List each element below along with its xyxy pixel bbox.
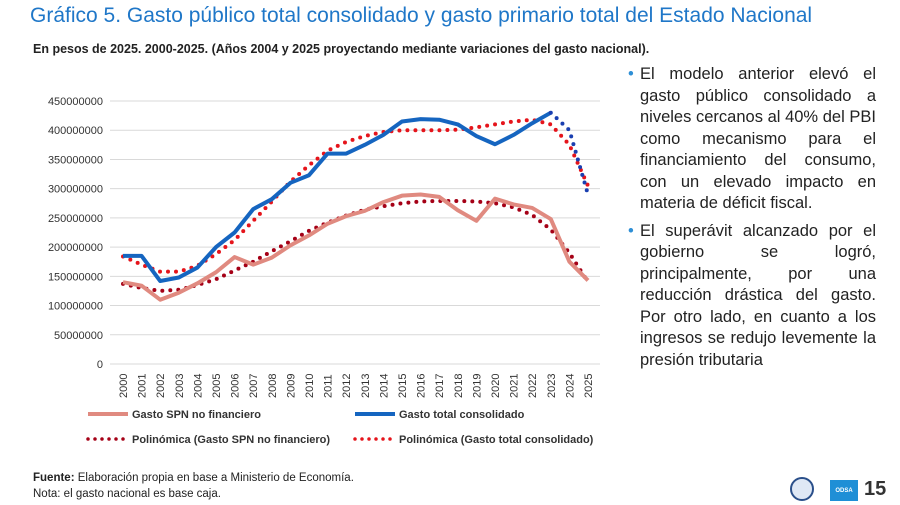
legend-label: Polinómica (Gasto SPN no financiero) [132, 434, 330, 446]
bullet-list: • El modelo anterior elevó el gasto públi… [628, 64, 876, 377]
bullet-item: • El superávit alcanzado por el gobierno … [628, 221, 876, 372]
bullet-item: • El modelo anterior elevó el gasto públi… [628, 64, 876, 215]
y-tick-label: 300000000 [48, 184, 103, 196]
y-tick-label: 100000000 [48, 301, 103, 313]
legend-item: Polinómica (Gasto SPN no financiero) [86, 434, 330, 446]
source-text: Elaboración propia en base a Ministerio … [74, 472, 354, 484]
x-tick-label: 2012 [341, 374, 353, 398]
x-tick-label: 2011 [323, 374, 335, 398]
y-tick-label: 50000000 [54, 330, 103, 342]
odsa-logo-text: ODSA [835, 487, 853, 494]
bullet-text: El modelo anterior elevó el gasto públic… [640, 65, 876, 212]
university-seal-logo [790, 477, 814, 501]
x-tick-label: 2010 [304, 374, 316, 398]
legend-label: Polinómica (Gasto total consolidado) [399, 434, 594, 446]
legend-item: Polinómica (Gasto total consolidado) [353, 434, 594, 446]
source-line: Fuente: Elaboración propia en base a Min… [33, 470, 354, 486]
x-tick-label: 2021 [509, 374, 521, 398]
x-tick-label: 2024 [564, 374, 576, 398]
y-tick-label: 200000000 [48, 242, 103, 254]
legend-label: Gasto SPN no financiero [132, 409, 261, 421]
series-line-total [123, 110, 552, 284]
x-tick-label: 2018 [453, 374, 465, 398]
x-tick-label: 2003 [174, 374, 186, 398]
y-tick-label: 0 [97, 359, 103, 371]
x-tick-label: 2009 [285, 374, 297, 398]
x-tick-label: 2001 [137, 374, 149, 398]
bullet-icon: • [628, 65, 634, 83]
legend-label: Gasto total consolidado [399, 409, 525, 421]
slide-title: Gráfico 5. Gasto público total consolida… [30, 4, 813, 27]
footer-notes: Fuente: Elaboración propia en base a Min… [33, 470, 354, 502]
bullet-text: El superávit alcanzado por el gobierno s… [640, 221, 876, 369]
series-trend-line [121, 198, 590, 293]
x-tick-label: 2015 [397, 374, 409, 398]
chart-subtitle: En pesos de 2025. 2000-2025. (Años 2004 … [33, 42, 650, 56]
x-tick-label: 2025 [583, 374, 595, 398]
x-tick-label: 2006 [230, 374, 242, 398]
y-tick-label: 450000000 [48, 96, 103, 108]
legend-item: Gasto SPN no financiero [88, 409, 261, 421]
line-chart: 0 50000000 100000000 150000000 200000000 2500… [48, 96, 600, 446]
x-tick-label: 2023 [546, 374, 558, 398]
x-tick-label: 2017 [434, 374, 446, 398]
series-line-spn [122, 192, 590, 302]
note-text: Nota: el gasto nacional es base caja. [33, 488, 221, 500]
odsa-logo: ODSA [830, 480, 858, 501]
source-label: Fuente: [33, 472, 75, 484]
x-tick-label: 2014 [378, 374, 390, 398]
page-number: 15 [864, 478, 887, 500]
series-line-total-projected [548, 110, 590, 197]
x-tick-label: 2008 [267, 374, 279, 398]
series-trend-line [121, 117, 590, 274]
x-tick-label: 2016 [416, 374, 428, 398]
x-tick-label: 2005 [211, 374, 223, 398]
bullet-icon: • [628, 221, 634, 240]
y-tick-label: 250000000 [48, 213, 103, 225]
x-tick-label: 2020 [490, 374, 502, 398]
x-tick-label: 2019 [471, 374, 483, 398]
x-tick-label: 2022 [527, 374, 539, 398]
legend-item: Gasto total consolidado [355, 409, 525, 421]
y-tick-label: 150000000 [48, 271, 103, 283]
x-tick-label: 2004 [192, 374, 204, 398]
x-tick-label: 2002 [155, 374, 167, 398]
y-tick-label: 400000000 [48, 125, 103, 137]
x-tick-label: 2007 [248, 374, 260, 398]
y-tick-label: 350000000 [48, 154, 103, 166]
x-tick-label: 2013 [360, 374, 372, 398]
x-tick-label: 2000 [118, 374, 130, 398]
